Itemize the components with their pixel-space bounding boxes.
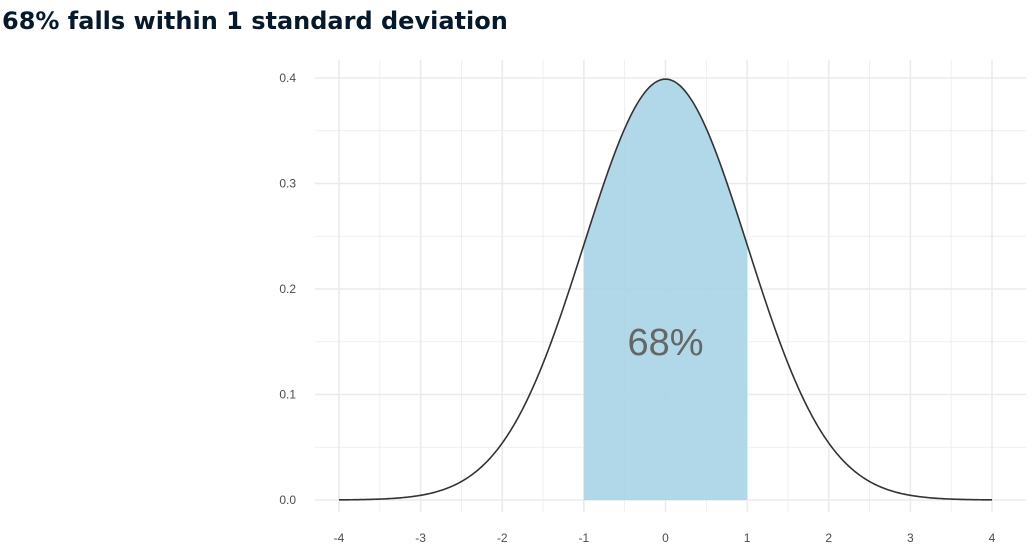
x-tick-label: -1 <box>579 531 590 545</box>
y-tick-label: 0.4 <box>279 71 296 85</box>
density-curve-group <box>338 78 993 501</box>
shaded-area-group <box>583 79 748 501</box>
axes: -4 -3 -2 -1 0 1 2 3 4 0.0 0.1 0.2 0.3 0.4 <box>279 71 995 545</box>
page-title: 68% falls within 1 standard deviation <box>2 7 508 35</box>
shaded-area <box>583 79 748 501</box>
x-tick-label: -3 <box>415 531 426 545</box>
y-tick-label: 0.3 <box>279 177 296 191</box>
x-tick-label: -4 <box>334 531 345 545</box>
x-tick-label: 0 <box>662 531 669 545</box>
area-percentage-label: 68% <box>627 322 703 364</box>
density-curve <box>338 78 993 501</box>
y-tick-label: 0.2 <box>279 282 296 296</box>
x-tick-label: 3 <box>907 531 914 545</box>
x-tick-label: 4 <box>989 531 996 545</box>
x-tick-label: -2 <box>497 531 508 545</box>
x-tick-label: 2 <box>825 531 832 545</box>
annotation-group: 68% <box>627 322 703 364</box>
x-tick-label: 1 <box>744 531 751 545</box>
y-tick-label: 0.0 <box>279 493 296 507</box>
y-tick-label: 0.1 <box>279 388 296 402</box>
